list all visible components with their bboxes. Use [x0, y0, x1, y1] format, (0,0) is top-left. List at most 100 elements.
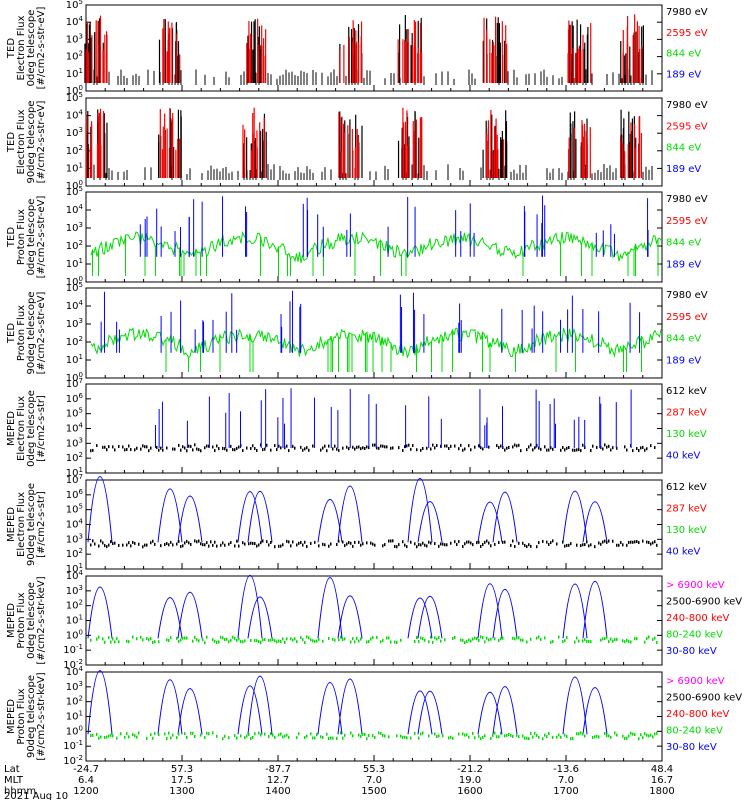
trace — [248, 732, 250, 736]
trace — [422, 637, 424, 641]
trace — [582, 639, 584, 643]
y-tick-label: 102 — [66, 239, 83, 252]
trace — [144, 445, 146, 449]
trace — [142, 444, 144, 448]
trace — [506, 733, 508, 737]
y-axis-label: TEDElectron Flux90deg telescope[#/cm2-s-… — [6, 100, 47, 183]
trace — [590, 449, 592, 453]
trace — [352, 445, 354, 449]
trace — [126, 543, 128, 547]
trace — [192, 448, 194, 452]
trace — [490, 637, 492, 641]
trace — [244, 736, 246, 740]
trace — [354, 540, 356, 544]
trace — [192, 639, 194, 643]
trace — [644, 732, 646, 736]
series-7980-ev — [86, 108, 653, 180]
trace — [544, 636, 546, 640]
trace — [298, 732, 300, 736]
trace — [172, 543, 174, 547]
trace — [654, 540, 656, 544]
trace — [92, 539, 94, 543]
trace — [550, 446, 552, 450]
trace — [544, 733, 546, 737]
trace — [478, 444, 480, 448]
trace — [358, 639, 360, 643]
trace — [166, 737, 168, 741]
trace — [390, 446, 392, 450]
trace — [87, 586, 113, 639]
y-tick-label: 100 — [66, 371, 83, 384]
y-tick-label: 103 — [66, 126, 83, 139]
trace — [434, 446, 436, 450]
trace — [274, 444, 276, 448]
trace — [562, 640, 564, 644]
trace — [418, 640, 420, 644]
trace — [108, 543, 110, 547]
trace — [286, 637, 288, 641]
x-tick-label: 1400 — [265, 786, 290, 797]
trace — [634, 540, 636, 544]
trace — [218, 447, 220, 451]
trace — [226, 637, 228, 641]
trace — [516, 733, 518, 737]
trace — [314, 736, 316, 740]
trace — [157, 679, 183, 735]
trace — [606, 445, 608, 449]
y-tick-label: 104 — [66, 109, 84, 122]
trace — [168, 731, 170, 735]
trace — [564, 639, 566, 643]
y-tick-label: 101 — [66, 353, 83, 366]
trace — [430, 635, 432, 639]
trace — [434, 636, 436, 640]
trace — [490, 544, 492, 548]
trace — [170, 736, 172, 740]
trace — [254, 732, 256, 736]
trace — [584, 734, 586, 738]
trace — [410, 447, 412, 451]
trace — [386, 445, 388, 449]
trace — [552, 640, 554, 644]
trace — [422, 541, 424, 545]
trace — [634, 733, 636, 737]
trace — [522, 638, 524, 642]
trace — [536, 443, 538, 447]
trace — [564, 448, 566, 452]
trace — [400, 638, 402, 642]
legend-entry: 30-80 keV — [666, 646, 717, 657]
trace — [240, 734, 242, 738]
trace — [362, 446, 364, 450]
trace — [620, 540, 622, 544]
trace — [110, 540, 112, 544]
trace — [650, 444, 652, 448]
trace — [228, 736, 230, 740]
y-tick-label: 107 — [66, 473, 83, 486]
trace — [218, 640, 220, 644]
trace — [566, 735, 568, 739]
panel-1: 100 101 102 103 104 105 TEDElectron Flux0deg t… — [6, 0, 708, 97]
trace — [478, 638, 480, 642]
legend-entry: 189 eV — [666, 259, 701, 270]
trace — [244, 639, 246, 643]
trace — [328, 444, 330, 448]
trace — [228, 542, 230, 546]
trace — [178, 443, 180, 447]
trace — [196, 540, 198, 544]
trace — [264, 732, 266, 736]
trace — [384, 543, 386, 547]
trace — [228, 640, 230, 644]
trace — [590, 543, 592, 547]
panel-3: 100 101 102 103 104 105 TEDProton Flux0deg tel… — [6, 185, 708, 288]
trace — [234, 544, 236, 548]
trace — [564, 544, 566, 548]
trace — [312, 736, 314, 740]
trace — [366, 737, 368, 741]
trace — [548, 731, 550, 735]
trace — [356, 636, 358, 640]
trace — [306, 734, 308, 738]
trace — [478, 734, 480, 738]
trace — [338, 539, 340, 543]
trace — [222, 446, 224, 450]
trace — [534, 731, 536, 735]
